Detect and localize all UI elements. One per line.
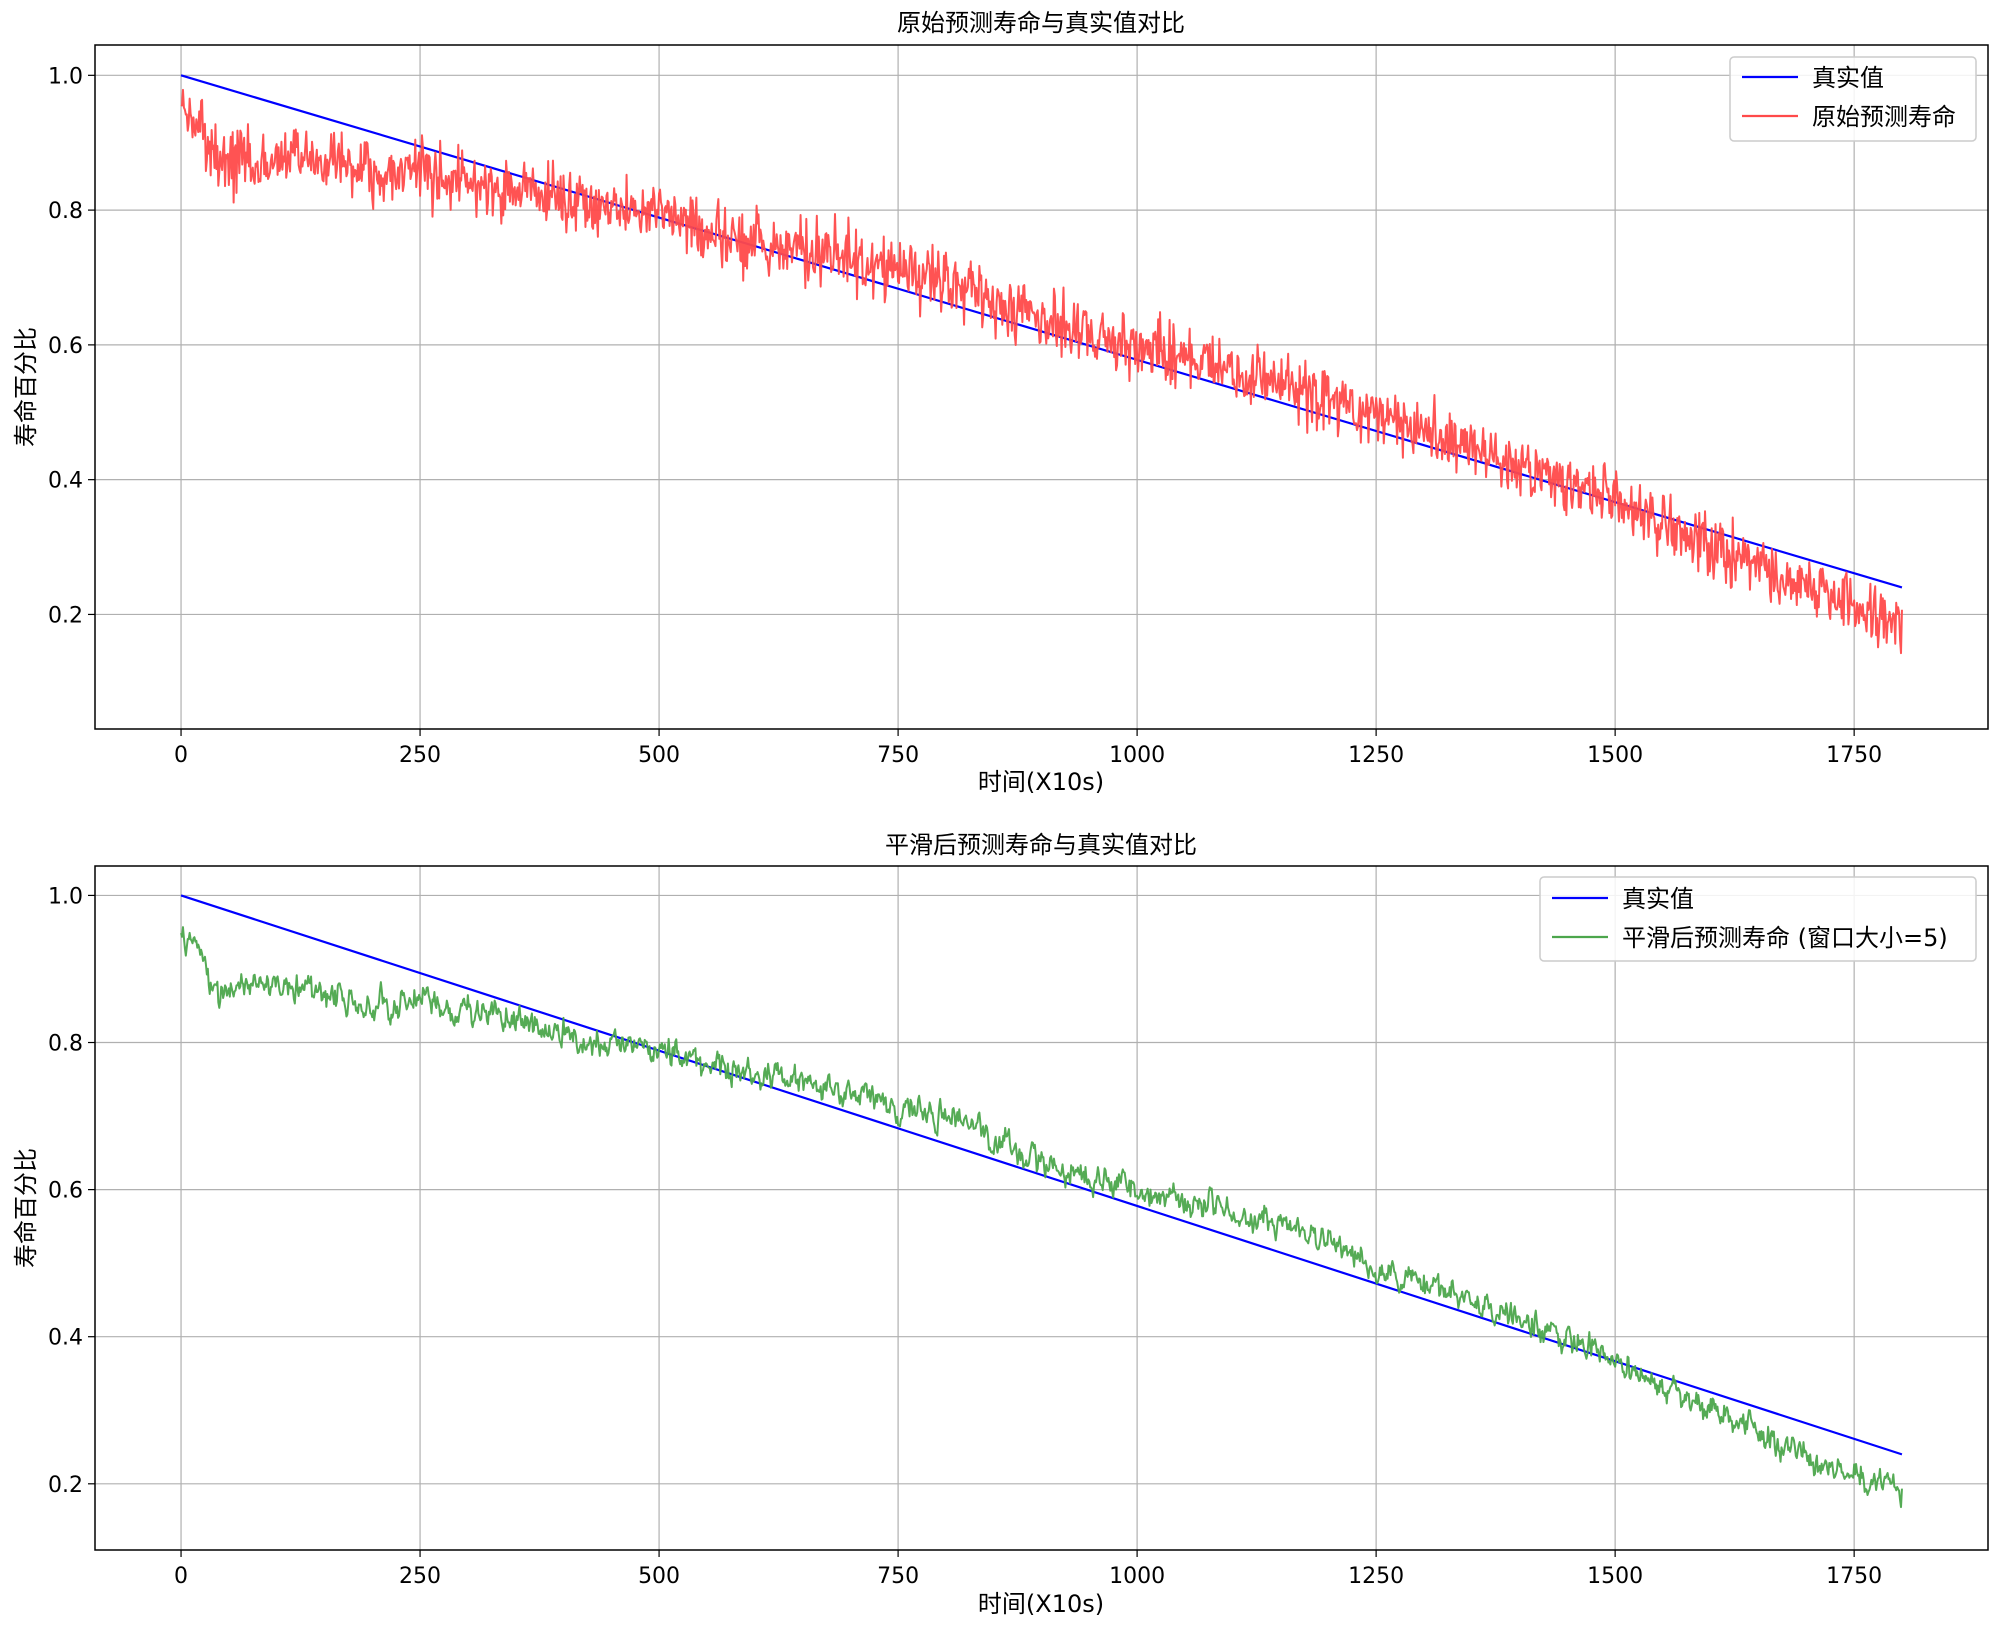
x-tick-label: 1250: [1348, 743, 1404, 768]
x-tick-label: 1500: [1587, 743, 1643, 768]
legend-box: [1539, 876, 1977, 962]
y-tick-label: 1.0: [48, 884, 83, 909]
y-tick-label: 0.6: [48, 334, 83, 359]
y-tick-label: 0.2: [48, 1473, 83, 1498]
plot-area: [95, 866, 1988, 1550]
y-axis-label: 寿命百分比: [12, 327, 40, 447]
x-tick-label: 1000: [1109, 1564, 1165, 1589]
y-tick-label: 1.0: [48, 64, 83, 89]
x-tick-label: 1500: [1587, 1564, 1643, 1589]
x-tick-label: 500: [638, 1564, 680, 1589]
smoothed-prediction-chart: 平滑后预测寿命与真实值对比 0 250 500 750 1000 1250 1500 1750…: [12, 831, 1989, 1618]
plot-frame: [94, 865, 1989, 1551]
x-tick-label: 1750: [1826, 743, 1882, 768]
grid: [95, 866, 1988, 1550]
y-tick-label: 0.8: [48, 1032, 83, 1057]
legend-label-true-value: 真实值: [1812, 64, 1884, 92]
x-tick-label: 250: [399, 743, 441, 768]
y-tick-label: 0.4: [48, 1326, 83, 1351]
x-tick-label: 1250: [1348, 1564, 1404, 1589]
x-tick-label: 500: [638, 743, 680, 768]
x-axis-label: 时间(X10s): [978, 768, 1104, 796]
plot-area: [95, 45, 1988, 729]
legend: 真实值 原始预测寿命: [1729, 56, 1977, 142]
legend: 真实值 平滑后预测寿命 (窗口大小=5): [1539, 876, 1977, 962]
legend-label-smoothed-prediction: 平滑后预测寿命 (窗口大小=5): [1622, 924, 1948, 952]
chart-title: 原始预测寿命与真实值对比: [897, 9, 1185, 37]
raw-prediction-chart: 原始预测寿命与真实值对比 0 250 500 750 1000 1250 1500 17500…: [12, 9, 1989, 796]
axis-ticks: 0 250 500 750 1000 1250 1500 1750 0.2 0.4 0.6 0.8 1.…: [48, 884, 1882, 1589]
legend-label-raw-prediction: 原始预测寿命: [1812, 103, 1956, 131]
x-axis-label: 时间(X10s): [978, 1590, 1104, 1618]
chart-title: 平滑后预测寿命与真实值对比: [885, 831, 1197, 859]
x-tick-label: 1000: [1109, 743, 1165, 768]
series-group: [180, 74, 1903, 655]
x-tick-label: 0: [174, 743, 188, 768]
x-tick-label: 750: [877, 1564, 919, 1589]
y-tick-label: 0.8: [48, 199, 83, 224]
grid: [95, 45, 1988, 729]
series-group: [180, 894, 1903, 1509]
y-axis-label: 寿命百分比: [12, 1148, 40, 1268]
x-tick-label: 1750: [1826, 1564, 1882, 1589]
legend-label-true-value: 真实值: [1622, 885, 1694, 913]
x-tick-label: 750: [877, 743, 919, 768]
x-tick-label: 250: [399, 1564, 441, 1589]
y-tick-label: 0.4: [48, 469, 83, 494]
x-tick-label: 0: [174, 1564, 188, 1589]
raw-prediction-line: [180, 88, 1903, 655]
y-tick-label: 0.6: [48, 1179, 83, 1204]
axis-ticks: 0 250 500 750 1000 1250 1500 1750 0.2 0.4 0.6 0.8 1.…: [48, 64, 1882, 768]
y-tick-label: 0.2: [48, 603, 83, 628]
plot-frame: [94, 44, 1989, 730]
smoothed-prediction-line: [180, 926, 1903, 1509]
